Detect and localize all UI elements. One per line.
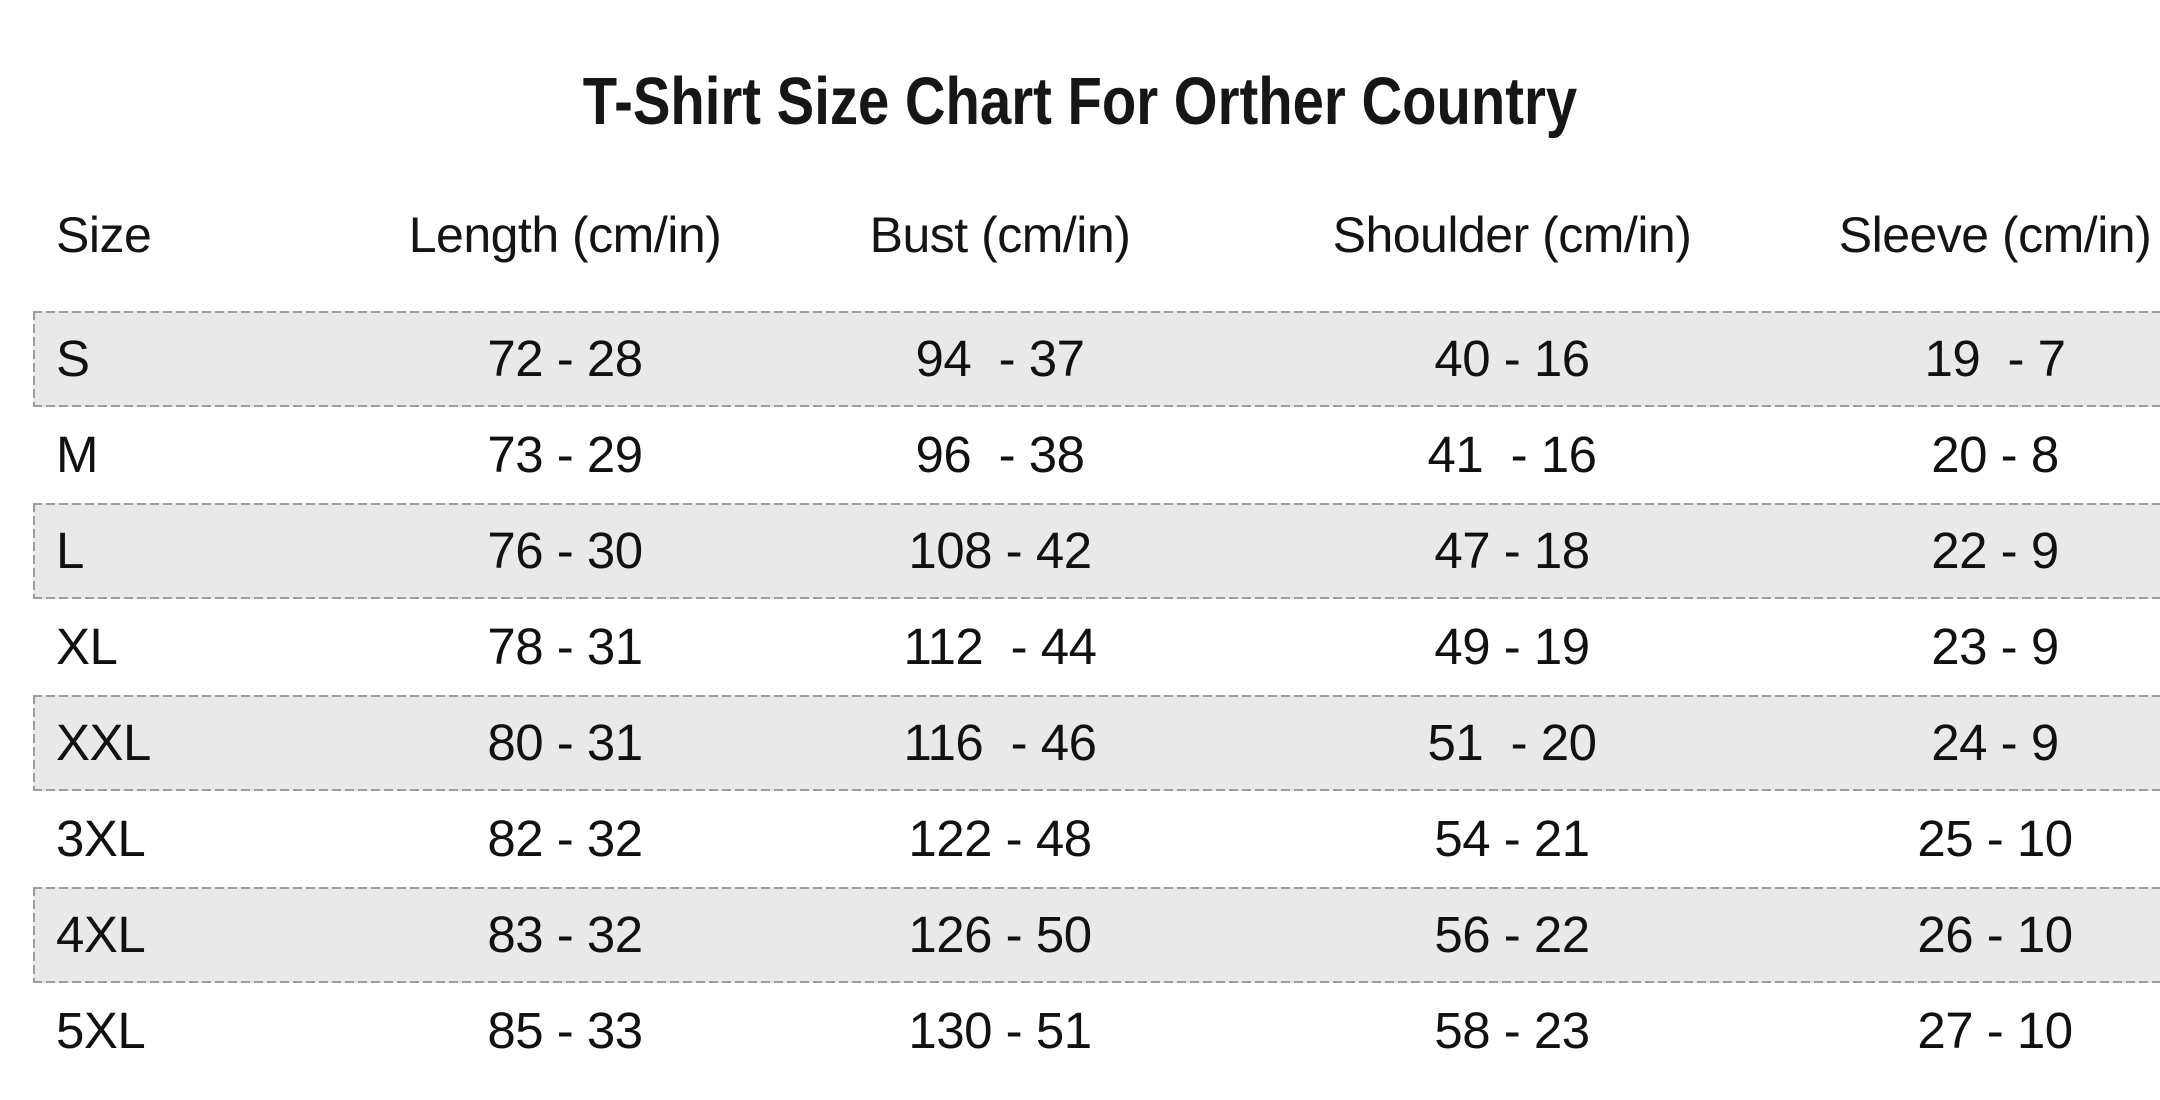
- cell-size: 4XL: [56, 906, 146, 963]
- cell-shoulder: 41 - 16: [1427, 426, 1597, 483]
- cell-bust: 108 - 42: [908, 522, 1092, 579]
- header-cell-bust: Bust (cm/in): [869, 207, 1131, 263]
- cell-bust: 122 - 48: [908, 810, 1092, 867]
- cell-bust: 130 - 51: [908, 1002, 1092, 1059]
- cell-shoulder: 49 - 19: [1434, 618, 1590, 675]
- size-chart-title: T-Shirt Size Chart For Orther Country: [582, 64, 1578, 139]
- cell-sleeve: 22 - 9: [1931, 522, 2059, 579]
- table-row-4xl: 4XL 83 - 32 126 - 50 56 - 22 26 - 10: [33, 887, 2160, 983]
- table-row-m: M 73 - 29 96 - 38 41 - 16 20 - 8: [33, 407, 2160, 503]
- cell-size: 3XL: [56, 810, 146, 867]
- cell-sleeve: 23 - 9: [1931, 618, 2059, 675]
- cell-length: 82 - 32: [487, 810, 643, 867]
- table-row-xl: XL 78 - 31 112 - 44 49 - 19 23 - 9: [33, 599, 2160, 695]
- cell-length: 85 - 33: [487, 1002, 643, 1059]
- cell-sleeve: 26 - 10: [1917, 906, 2073, 963]
- cell-shoulder: 58 - 23: [1434, 1002, 1590, 1059]
- cell-sleeve: 24 - 9: [1931, 714, 2059, 771]
- table-row-3xl: 3XL 82 - 32 122 - 48 54 - 21 25 - 10: [33, 791, 2160, 887]
- table-row-5xl: 5XL 85 - 33 130 - 51 58 - 23 27 - 10: [33, 983, 2160, 1079]
- table-rows: S 72 - 28 94 - 37 40 - 16 19 - 7 M 73 - 29 96 -…: [33, 311, 2160, 1079]
- cell-sleeve: 27 - 10: [1917, 1002, 2073, 1059]
- header-cell-shoulder: Shoulder (cm/in): [1332, 207, 1692, 263]
- table-header-row: Size Length (cm/in) Bust (cm/in) Shoulde…: [33, 187, 2160, 283]
- header-cell-size: Size: [56, 207, 152, 263]
- cell-length: 73 - 29: [487, 426, 643, 483]
- cell-sleeve: 20 - 8: [1931, 426, 2059, 483]
- cell-sleeve: 25 - 10: [1917, 810, 2073, 867]
- cell-bust: 112 - 44: [903, 618, 1097, 675]
- cell-shoulder: 56 - 22: [1434, 906, 1590, 963]
- cell-size: L: [56, 522, 84, 579]
- cell-size: XXL: [56, 714, 151, 771]
- cell-length: 83 - 32: [487, 906, 643, 963]
- cell-shoulder: 54 - 21: [1434, 810, 1590, 867]
- header-cell-length: Length (cm/in): [408, 207, 722, 263]
- header-cell-sleeve: Sleeve (cm/in): [1838, 207, 2152, 263]
- cell-shoulder: 51 - 20: [1427, 714, 1597, 771]
- cell-sleeve: 19 - 7: [1924, 330, 2066, 387]
- cell-length: 76 - 30: [487, 522, 643, 579]
- cell-bust: 116 - 46: [903, 714, 1097, 771]
- cell-size: XL: [56, 618, 118, 675]
- cell-length: 80 - 31: [487, 714, 643, 771]
- cell-bust: 94 - 37: [915, 330, 1085, 387]
- table-row-s: S 72 - 28 94 - 37 40 - 16 19 - 7: [33, 311, 2160, 407]
- table-row-l: L 76 - 30 108 - 42 47 - 18 22 - 9: [33, 503, 2160, 599]
- cell-shoulder: 40 - 16: [1434, 330, 1590, 387]
- table-row-xxl: XXL 80 - 31 116 - 46 51 - 20 24 - 9: [33, 695, 2160, 791]
- cell-length: 72 - 28: [487, 330, 643, 387]
- cell-size: M: [56, 426, 98, 483]
- cell-bust: 126 - 50: [908, 906, 1092, 963]
- cell-length: 78 - 31: [487, 618, 643, 675]
- cell-size: 5XL: [56, 1002, 146, 1059]
- cell-bust: 96 - 38: [915, 426, 1085, 483]
- cell-size: S: [56, 330, 90, 387]
- cell-shoulder: 47 - 18: [1434, 522, 1590, 579]
